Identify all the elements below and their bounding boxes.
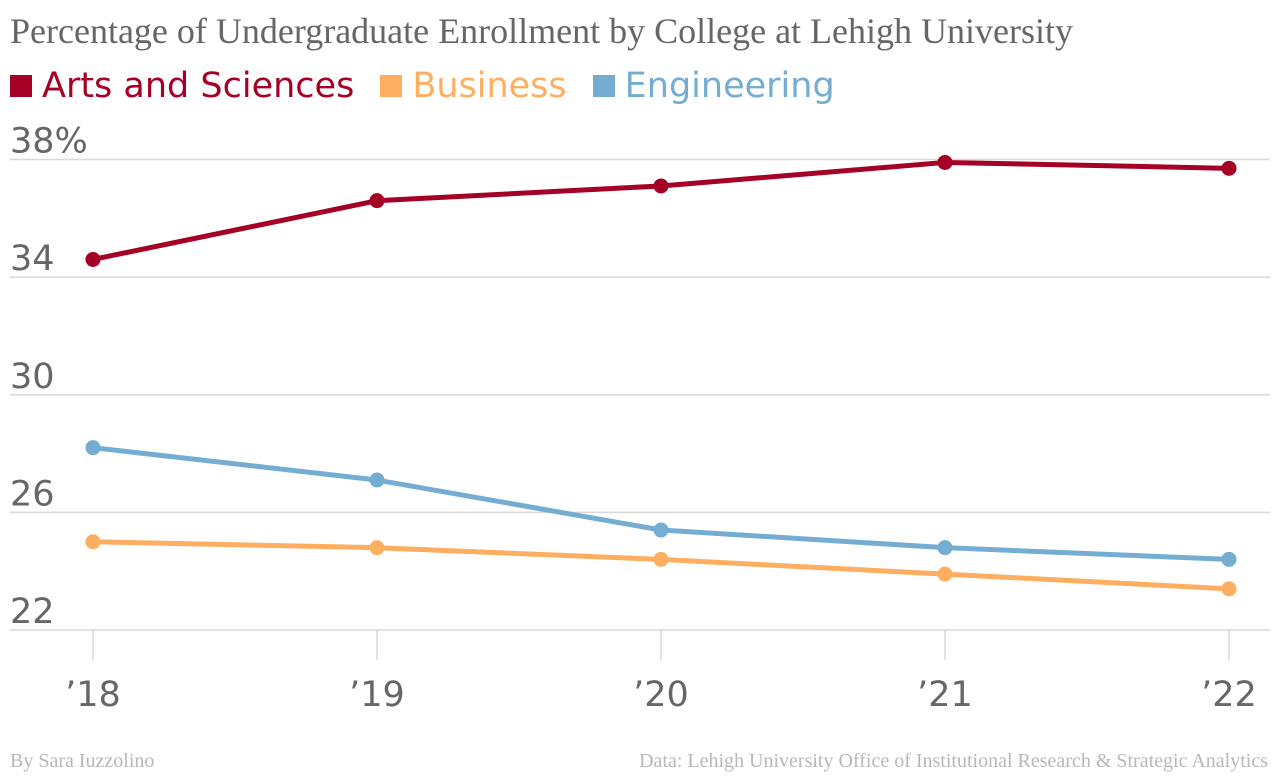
legend-label-engineering: Engineering bbox=[624, 66, 835, 106]
data-point-engineering bbox=[653, 522, 669, 538]
data-point-business bbox=[937, 566, 953, 582]
legend-swatch-arts-and-sciences bbox=[10, 75, 32, 97]
y-tick-label: 38% bbox=[10, 122, 88, 162]
chart-title: Percentage of Undergraduate Enrollment b… bbox=[10, 11, 1074, 51]
data-point-business bbox=[1221, 581, 1237, 597]
data-point-arts-and-sciences bbox=[1221, 160, 1237, 176]
legend-item-business[interactable]: Business bbox=[380, 66, 567, 106]
legend-item-arts-and-sciences[interactable]: Arts and Sciences bbox=[10, 66, 354, 106]
data-point-arts-and-sciences bbox=[85, 251, 101, 267]
data-point-engineering bbox=[85, 440, 101, 456]
data-point-engineering bbox=[937, 540, 953, 556]
data-point-arts-and-sciences bbox=[369, 193, 385, 209]
data-point-business bbox=[85, 534, 101, 550]
data-point-business bbox=[653, 551, 669, 567]
x-tick-label: ’18 bbox=[65, 675, 121, 715]
data-source[interactable]: Data: Lehigh University Office of Instit… bbox=[639, 750, 1268, 772]
x-tick-label: ’21 bbox=[917, 675, 973, 715]
x-tick-label: ’20 bbox=[633, 675, 689, 715]
legend-item-engineering[interactable]: Engineering bbox=[592, 66, 835, 106]
series-line-arts-and-sciences bbox=[90, 159, 1232, 262]
series-line-engineering bbox=[90, 445, 1232, 562]
x-tick-label: ’19 bbox=[349, 675, 405, 715]
data-point-engineering bbox=[1221, 551, 1237, 567]
chart-legend: Arts and Sciences Business Engineering bbox=[10, 66, 835, 106]
legend-label-arts-and-sciences: Arts and Sciences bbox=[42, 66, 355, 106]
y-tick-label: 26 bbox=[10, 474, 55, 514]
x-tick-label: ’22 bbox=[1201, 675, 1257, 715]
y-tick-label: 30 bbox=[10, 357, 55, 397]
data-point-engineering bbox=[369, 472, 385, 488]
legend-swatch-business bbox=[380, 75, 403, 97]
data-point-arts-and-sciences bbox=[937, 154, 953, 170]
data-point-business bbox=[369, 540, 385, 556]
y-tick-label: 34 bbox=[10, 239, 55, 279]
legend-label-business: Business bbox=[412, 66, 567, 106]
byline: By Sara Iuzzolino bbox=[10, 750, 155, 772]
data-point-arts-and-sciences bbox=[653, 178, 669, 194]
y-tick-label: 22 bbox=[10, 592, 55, 632]
legend-swatch-engineering bbox=[592, 75, 615, 97]
